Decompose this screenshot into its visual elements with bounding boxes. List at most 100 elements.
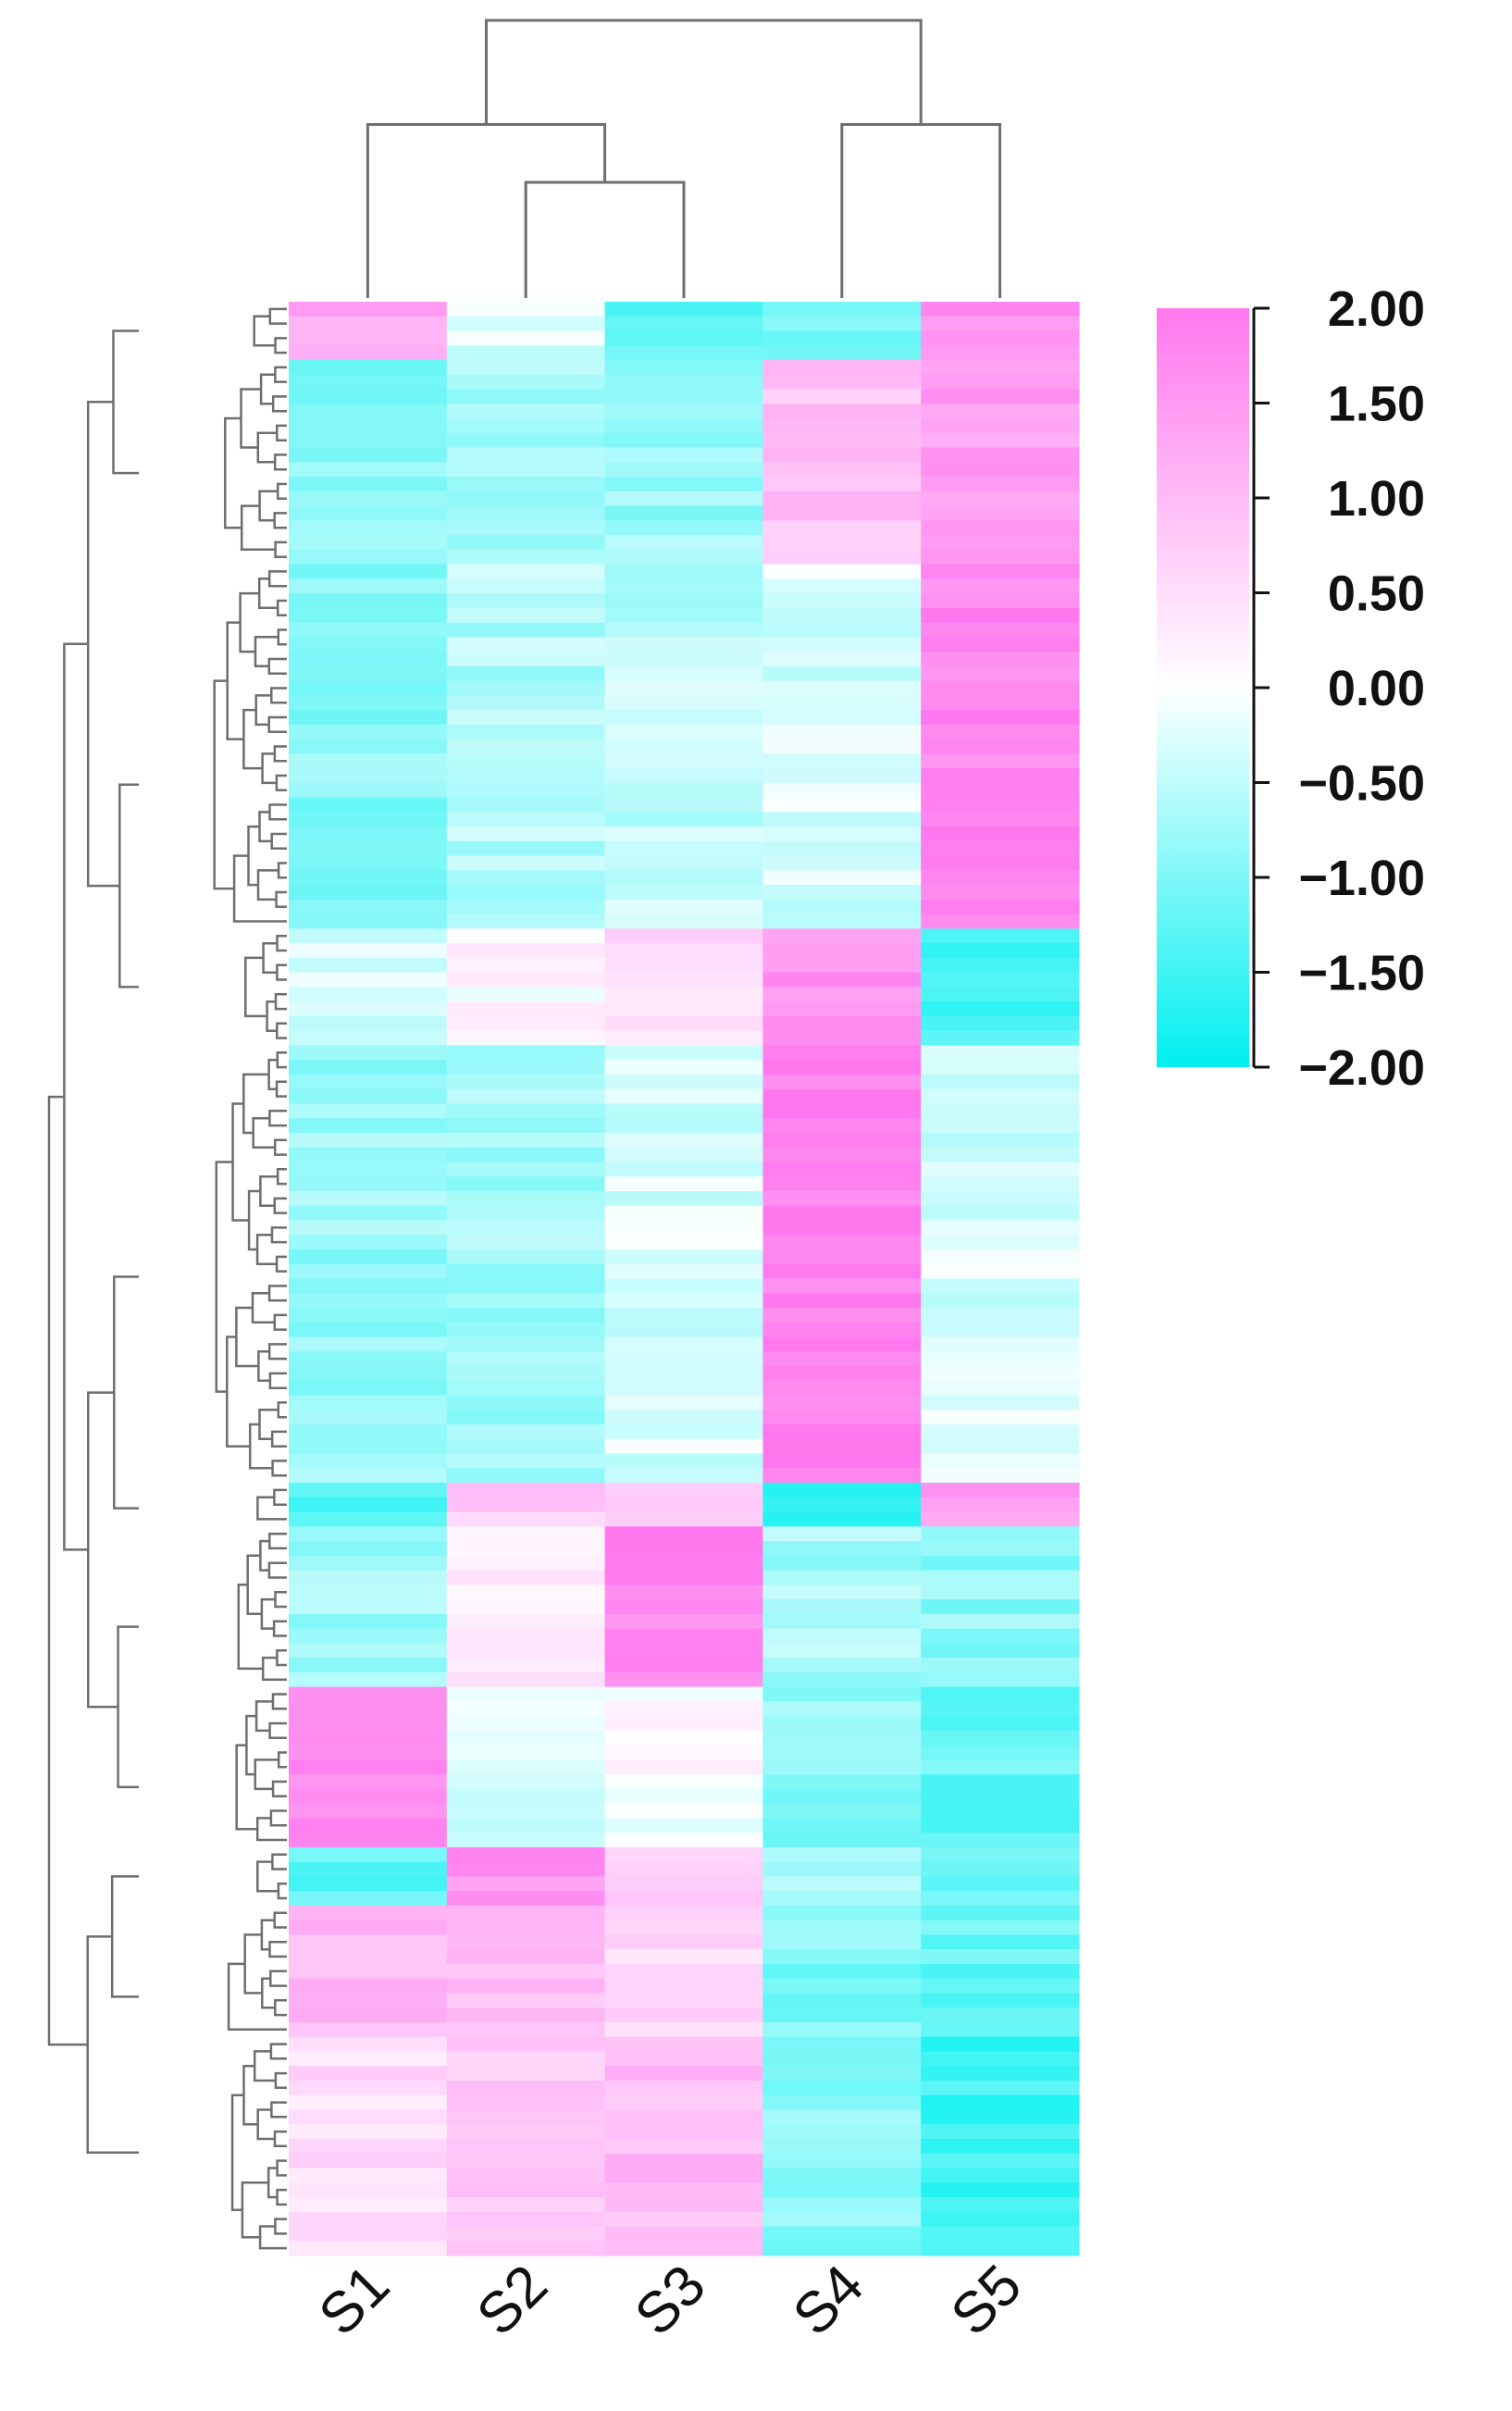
heatmap-cell (604, 1438, 763, 1455)
heatmap-cell (604, 1366, 763, 1382)
heatmap-cell (604, 695, 763, 711)
heatmap-cell (604, 520, 763, 536)
heatmap-cell (762, 1424, 922, 1440)
heatmap-cell (289, 345, 448, 361)
heatmap-cell (604, 374, 763, 391)
heatmap-cell (604, 753, 763, 769)
row-dendrogram-branch (271, 1780, 287, 1798)
row-dendrogram-branch (268, 1110, 287, 1127)
heatmap-cell (921, 564, 1080, 579)
row-dendrogram-branch (276, 482, 287, 500)
row-dendrogram-branch (243, 1933, 263, 1995)
row-dendrogram-branch (270, 1430, 287, 1448)
heatmap-cell (604, 855, 763, 871)
heatmap-cell (762, 1585, 922, 1600)
heatmap-cell (289, 782, 448, 799)
row-dendrogram-branch (254, 636, 279, 668)
heatmap-cell (289, 1759, 448, 1775)
heatmap-cell (446, 782, 606, 799)
row-dendrogram-branch (271, 395, 287, 413)
heatmap-cell (289, 1438, 448, 1455)
heatmap-cell (762, 710, 922, 726)
heatmap-cell (446, 1716, 606, 1732)
heatmap-cell (762, 812, 922, 827)
colorbar-tick-label: −1.00 (1298, 851, 1425, 906)
heatmap-cell (446, 447, 606, 463)
row-dendrogram-branch (268, 1721, 287, 1739)
heatmap-cell (289, 360, 448, 376)
heatmap-cell (921, 1993, 1080, 2008)
heatmap-cell (446, 2036, 606, 2053)
heatmap-cell (604, 637, 763, 652)
heatmap-cell (604, 1351, 763, 1367)
heatmap-cell (762, 1220, 922, 1236)
heatmap-cell (762, 1351, 922, 1367)
colorbar-ticks: 2.00 1.50 1.00 0.50 0.00 −0.50 −1.00 −1.50 −2.00 (1254, 281, 1425, 1096)
heatmap-cell (762, 1541, 922, 1557)
heatmap-cell (762, 724, 922, 740)
heatmap-cell (762, 1686, 922, 1702)
heatmap-cell (762, 1934, 922, 1950)
column-labels: S1 S2 S3 S4 S5 (307, 2253, 1035, 2347)
heatmap-cell (604, 1803, 763, 1819)
heatmap-cell (762, 302, 922, 317)
row-dendrogram-branch (118, 783, 139, 988)
heatmap-cell (921, 520, 1080, 536)
heatmap-cell (604, 2080, 763, 2096)
heatmap-cell (289, 302, 448, 317)
heatmap-cell (762, 652, 922, 667)
row-dendrogram-branch (276, 1168, 287, 1186)
heatmap-cell (446, 1658, 606, 1673)
heatmap-cell (446, 1788, 606, 1805)
heatmap-cell (604, 1088, 763, 1105)
heatmap-cells (289, 302, 1080, 2256)
heatmap-cell (604, 1686, 763, 1702)
heatmap-cell (289, 753, 448, 769)
heatmap-cell (446, 739, 606, 754)
heatmap-cell (604, 1118, 763, 1134)
heatmap-cell (604, 1220, 763, 1236)
heatmap-cell (762, 1147, 922, 1163)
heatmap-cell (446, 899, 606, 915)
heatmap-cell (446, 652, 606, 667)
heatmap-cell (289, 1861, 448, 1877)
heatmap-cell (289, 1934, 448, 1950)
heatmap-cell (762, 1483, 922, 1498)
heatmap-cell (446, 1453, 606, 1469)
row-dendrogram-branch (256, 1860, 279, 1893)
heatmap-cell (604, 2211, 763, 2228)
heatmap-cell (446, 2007, 606, 2023)
heatmap-cell (762, 1716, 922, 1732)
heatmap-cell (289, 535, 448, 551)
heatmap-cell (921, 1511, 1080, 1527)
row-dendrogram-branch (268, 307, 287, 325)
heatmap-cell (446, 2094, 606, 2111)
heatmap-cell (921, 1978, 1080, 1995)
heatmap-cell (289, 972, 448, 988)
row-dendrogram-branch (273, 1911, 287, 1929)
heatmap-cell (446, 1876, 606, 1892)
heatmap-cell (289, 928, 448, 944)
heatmap-cell (762, 1103, 922, 1119)
heatmap-cell (446, 1205, 606, 1222)
heatmap-cell (289, 1846, 448, 1863)
row-dendrogram-branch (277, 1883, 287, 1900)
heatmap-cell (604, 680, 763, 696)
heatmap-cell (604, 1993, 763, 2008)
heatmap-cell (446, 578, 606, 594)
heatmap-cell (446, 1570, 606, 1585)
heatmap-cell (446, 360, 606, 376)
heatmap-cell (921, 1555, 1080, 1572)
heatmap-cell (289, 1293, 448, 1309)
heatmap-cell (604, 913, 763, 930)
heatmap-cell (446, 1978, 606, 1995)
colorbar-tick-label: 1.00 (1328, 471, 1425, 527)
heatmap-cell (762, 680, 922, 696)
heatmap-cell (921, 826, 1080, 842)
heatmap-cell (921, 1103, 1080, 1119)
heatmap-cell (289, 797, 448, 813)
heatmap-cell (604, 1891, 763, 1907)
heatmap-cell (446, 2211, 606, 2228)
heatmap-cell (762, 1526, 922, 1542)
column-label-s2: S2 (465, 2253, 559, 2347)
